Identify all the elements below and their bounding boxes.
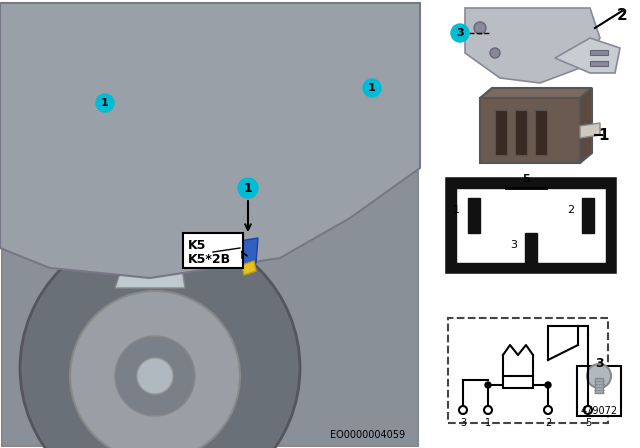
FancyBboxPatch shape (577, 366, 621, 416)
Polygon shape (480, 88, 592, 98)
Text: 1: 1 (244, 181, 252, 194)
FancyBboxPatch shape (495, 110, 507, 155)
Text: K5: K5 (188, 239, 206, 252)
FancyBboxPatch shape (525, 233, 537, 268)
FancyBboxPatch shape (590, 50, 608, 55)
Ellipse shape (23, 78, 31, 83)
FancyBboxPatch shape (2, 159, 418, 446)
Circle shape (355, 63, 375, 83)
Circle shape (347, 55, 383, 91)
Text: 2: 2 (617, 8, 628, 23)
Polygon shape (0, 3, 420, 278)
Circle shape (474, 22, 486, 34)
Circle shape (451, 24, 469, 42)
Polygon shape (465, 8, 600, 83)
Text: 1: 1 (368, 83, 376, 93)
Circle shape (137, 358, 173, 394)
Circle shape (544, 406, 552, 414)
Circle shape (70, 291, 240, 448)
Ellipse shape (50, 64, 100, 89)
Circle shape (459, 406, 467, 414)
Polygon shape (244, 120, 295, 138)
Text: 3: 3 (456, 28, 464, 38)
Text: 1: 1 (598, 128, 609, 142)
FancyBboxPatch shape (456, 188, 606, 263)
FancyBboxPatch shape (468, 198, 480, 233)
Circle shape (584, 406, 592, 414)
Polygon shape (115, 223, 185, 288)
FancyBboxPatch shape (535, 110, 547, 155)
Text: 5: 5 (585, 418, 591, 428)
Circle shape (545, 382, 551, 388)
Circle shape (225, 63, 245, 83)
Text: 3: 3 (595, 357, 604, 370)
Circle shape (115, 336, 195, 416)
Circle shape (587, 364, 611, 388)
Text: 5: 5 (522, 174, 530, 184)
Circle shape (20, 228, 300, 448)
FancyBboxPatch shape (515, 110, 527, 155)
Polygon shape (580, 123, 600, 138)
Circle shape (485, 382, 491, 388)
FancyBboxPatch shape (448, 180, 614, 271)
Text: K5*2B: K5*2B (188, 253, 231, 266)
Polygon shape (555, 38, 620, 73)
Circle shape (96, 94, 114, 112)
Ellipse shape (30, 53, 120, 108)
Text: 1: 1 (101, 98, 109, 108)
FancyBboxPatch shape (582, 198, 594, 233)
Text: 3: 3 (460, 418, 466, 428)
FancyBboxPatch shape (448, 318, 608, 423)
Text: 2: 2 (567, 205, 574, 215)
Polygon shape (225, 118, 385, 143)
Circle shape (490, 48, 500, 58)
FancyBboxPatch shape (2, 4, 418, 158)
Polygon shape (195, 73, 415, 118)
Circle shape (363, 79, 381, 97)
Circle shape (484, 406, 492, 414)
FancyBboxPatch shape (590, 61, 608, 66)
Text: 479072: 479072 (580, 406, 618, 416)
FancyBboxPatch shape (595, 378, 603, 393)
Text: EO0000004059: EO0000004059 (330, 430, 405, 440)
Circle shape (217, 55, 253, 91)
Polygon shape (580, 88, 592, 163)
FancyBboxPatch shape (480, 98, 580, 163)
Text: 2: 2 (545, 418, 551, 428)
Ellipse shape (119, 78, 127, 83)
FancyBboxPatch shape (503, 376, 533, 388)
Polygon shape (240, 238, 258, 268)
Text: 1: 1 (485, 418, 491, 428)
Circle shape (238, 178, 258, 198)
Polygon shape (300, 120, 350, 138)
Polygon shape (242, 261, 256, 275)
Text: 3: 3 (510, 240, 517, 250)
FancyBboxPatch shape (183, 233, 243, 268)
Text: 1: 1 (453, 205, 460, 215)
